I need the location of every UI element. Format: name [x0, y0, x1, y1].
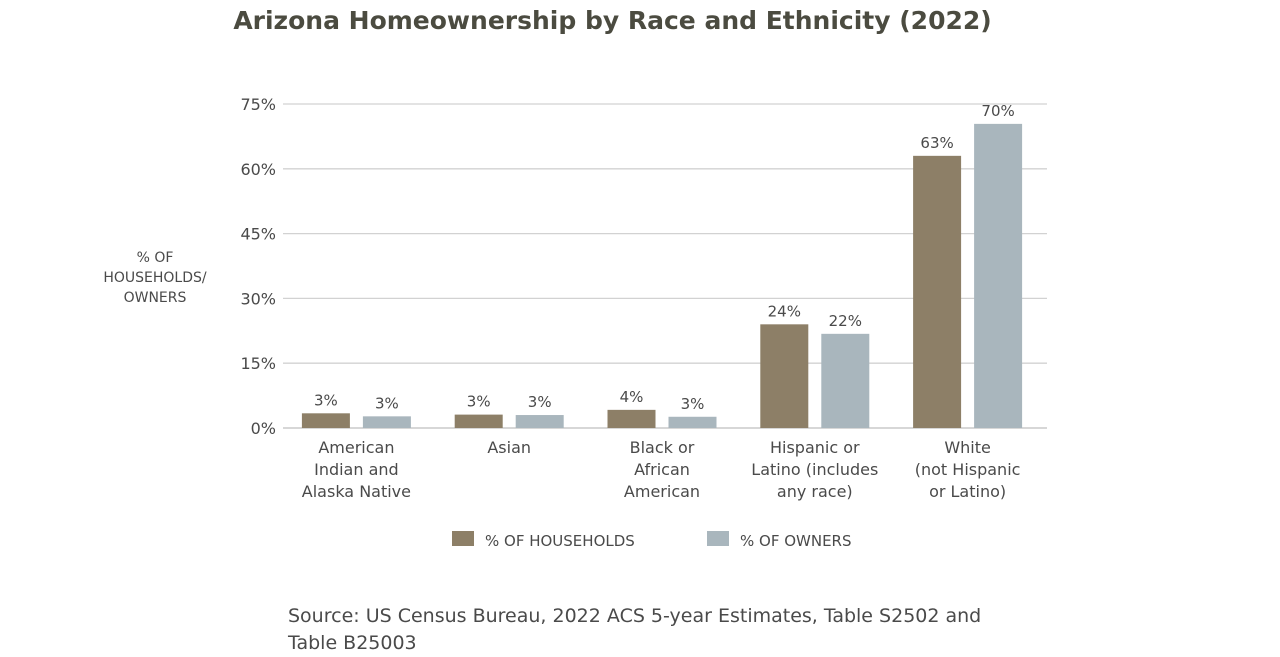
y-tick-label: 60% [240, 160, 276, 179]
x-tick-label: Alaska Native [302, 482, 411, 501]
bar [974, 123, 1023, 428]
x-tick-label: Asian [487, 438, 531, 457]
legend-label: % OF OWNERS [740, 532, 852, 550]
y-axis-label: OWNERS [124, 290, 187, 306]
bar [668, 416, 717, 428]
bar [454, 414, 503, 428]
data-label: 70% [981, 102, 1014, 120]
y-tick-label: 30% [240, 289, 276, 308]
bar [760, 324, 809, 428]
bar [607, 409, 656, 428]
source-line-1: Source: US Census Bureau, 2022 ACS 5-yea… [288, 605, 982, 627]
x-tick-label: American [318, 438, 394, 457]
x-tick-label: any race) [777, 482, 853, 501]
y-tick-label: 15% [240, 354, 276, 373]
y-tick-label: 0% [251, 419, 276, 438]
legend-label: % OF HOUSEHOLDS [485, 532, 635, 550]
legend-swatch [452, 531, 474, 546]
legend-swatch [707, 531, 729, 546]
data-label: 3% [314, 391, 338, 409]
source-line-2: Table B25003 [288, 632, 417, 654]
y-tick-label: 75% [240, 95, 276, 114]
y-axis-label: % OF [137, 250, 174, 266]
x-tick-label: African [634, 460, 690, 479]
x-tick-label: or Latino) [929, 482, 1006, 501]
y-tick-label: 45% [240, 225, 276, 244]
x-tick-label: (not Hispanic [915, 460, 1021, 479]
data-label: 3% [528, 393, 552, 411]
x-tick-label: American [624, 482, 700, 501]
data-label: 3% [375, 394, 399, 412]
x-tick-label: Black or [630, 438, 695, 457]
bar [301, 413, 350, 428]
y-axis-label: HOUSEHOLDS/ [103, 270, 207, 286]
bar [362, 416, 411, 428]
data-label: 63% [920, 134, 953, 152]
data-label: 24% [768, 302, 801, 320]
bar [515, 415, 564, 428]
bar-chart: 0% 15% 30% 45% 60% 75% % OF HOUSEHOLDS/OWNERS 3%… [103, 95, 1047, 550]
x-tick-label: Hispanic or [770, 438, 860, 457]
data-label: 3% [681, 395, 705, 413]
data-label: 3% [467, 393, 491, 411]
bar [821, 333, 870, 428]
chart-title: Arizona Homeownership by Race and Ethnic… [233, 6, 992, 35]
data-label: 4% [620, 388, 644, 406]
x-tick-label: Latino (includes [751, 460, 878, 479]
x-tick-label: White [944, 438, 991, 457]
data-label: 22% [829, 312, 862, 330]
bar [913, 155, 962, 428]
x-tick-label: Indian and [314, 460, 399, 479]
source-note: Source: US Census Bureau, 2022 ACS 5-yea… [288, 603, 1048, 657]
